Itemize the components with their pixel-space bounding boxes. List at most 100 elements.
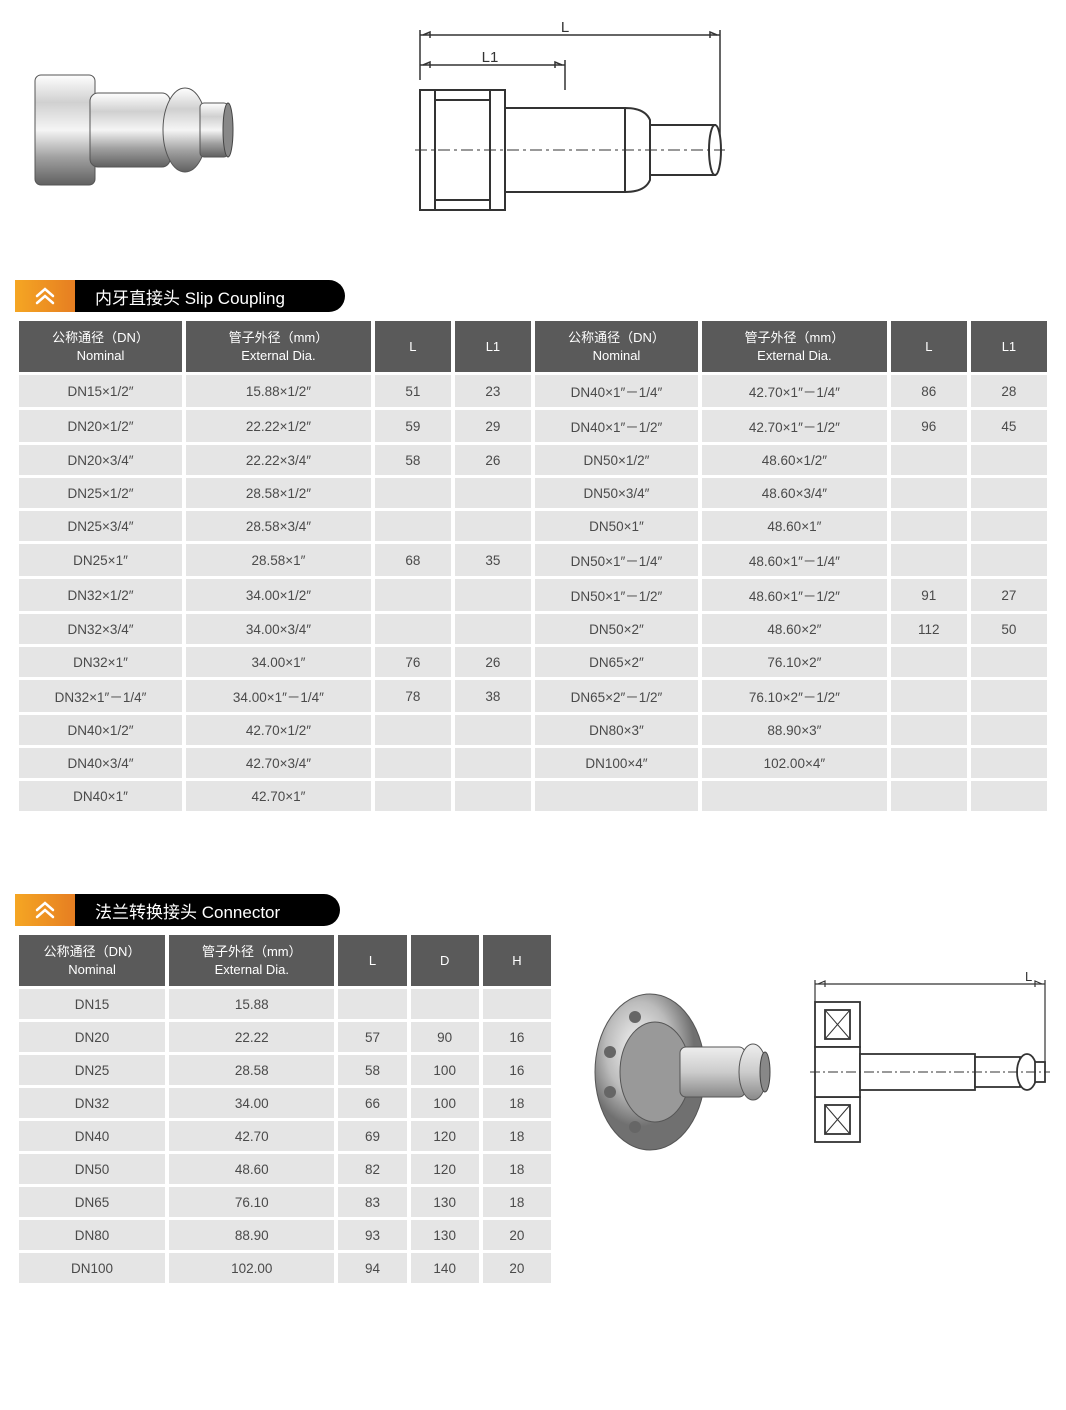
table-cell: 42.70×1″－1/4″ <box>702 375 887 407</box>
slip-coupling-header: 内牙直接头 Slip Coupling <box>15 280 1051 312</box>
table-cell <box>338 989 406 1019</box>
column-header: L <box>891 321 967 372</box>
table-cell: DN80×3″ <box>535 715 698 745</box>
table-cell: 22.22 <box>169 1022 334 1052</box>
table-row: DN5048.608212018 <box>19 1154 551 1184</box>
table-cell: DN80 <box>19 1220 165 1250</box>
diagram-L: L <box>561 20 569 36</box>
table-cell: 50 <box>971 614 1047 644</box>
connector-figures: L <box>585 932 1055 1172</box>
table-cell: 28.58×3/4″ <box>186 511 371 541</box>
table-cell: DN32×1″ <box>19 647 182 677</box>
column-header: L <box>338 935 406 986</box>
table-cell: DN25×1″ <box>19 544 182 576</box>
connector-photo <box>585 977 775 1167</box>
table-cell: 42.70×3/4″ <box>186 748 371 778</box>
table-cell: 22.22×1/2″ <box>186 410 371 442</box>
table-cell: 93 <box>338 1220 406 1250</box>
column-header: 公称通径（DN）Nominal <box>19 935 165 986</box>
table-cell <box>375 748 451 778</box>
table-cell <box>891 781 967 811</box>
table-cell: DN20×3/4″ <box>19 445 182 475</box>
table-cell: 16 <box>483 1022 551 1052</box>
table-cell <box>375 511 451 541</box>
table-cell: 120 <box>411 1154 479 1184</box>
table-cell <box>971 511 1047 541</box>
table-cell: 26 <box>455 445 531 475</box>
table-cell <box>971 544 1047 576</box>
table-cell: 76.10×2″－1/2″ <box>702 680 887 712</box>
table-cell: 94 <box>338 1253 406 1283</box>
slip-coupling-title: 内牙直接头 Slip Coupling <box>75 280 345 312</box>
table-cell: DN65×2″ <box>535 647 698 677</box>
table-cell: DN100×4″ <box>535 748 698 778</box>
column-header: D <box>411 935 479 986</box>
table-cell: 130 <box>411 1187 479 1217</box>
slip-coupling-photo <box>25 45 235 215</box>
table-cell: 42.70×1″－1/2″ <box>702 410 887 442</box>
table-cell: 96 <box>891 410 967 442</box>
table-cell: 23 <box>455 375 531 407</box>
table-row: DN20×1/2″22.22×1/2″5929DN40×1″－1/2″42.70… <box>19 410 1047 442</box>
table-cell: DN40 <box>19 1121 165 1151</box>
table-cell: DN100 <box>19 1253 165 1283</box>
table-cell: 15.88 <box>169 989 334 1019</box>
table-cell: 76.10×2″ <box>702 647 887 677</box>
column-header: L1 <box>455 321 531 372</box>
table-cell: DN40×1/2″ <box>19 715 182 745</box>
table-cell: 100 <box>411 1088 479 1118</box>
connector-table: 公称通径（DN）Nominal管子外径（mm）External Dia.LDH … <box>15 932 555 1286</box>
table-cell: DN50×1/2″ <box>535 445 698 475</box>
table-row: DN4042.706912018 <box>19 1121 551 1151</box>
table-row: DN8088.909313020 <box>19 1220 551 1250</box>
table-cell: 20 <box>483 1220 551 1250</box>
table-cell: DN32×3/4″ <box>19 614 182 644</box>
table-cell: 18 <box>483 1154 551 1184</box>
table-cell <box>455 748 531 778</box>
table-cell <box>971 647 1047 677</box>
table-cell: 48.60×1″ <box>702 511 887 541</box>
table-cell <box>375 579 451 611</box>
table-cell: DN40×1″－1/4″ <box>535 375 698 407</box>
table-cell: 82 <box>338 1154 406 1184</box>
table-cell: 26 <box>455 647 531 677</box>
column-header: 管子外径（mm）External Dia. <box>702 321 887 372</box>
table-row: DN25×1″28.58×1″6835DN50×1″－1/4″48.60×1″－… <box>19 544 1047 576</box>
table-cell <box>891 544 967 576</box>
table-row: DN32×1″－1/4″34.00×1″－1/4″7838DN65×2″－1/2… <box>19 680 1047 712</box>
column-header: 管子外径（mm）External Dia. <box>186 321 371 372</box>
table-cell: 88.90 <box>169 1220 334 1250</box>
table-cell: 18 <box>483 1121 551 1151</box>
table-cell: 29 <box>455 410 531 442</box>
table-cell: 28.58×1″ <box>186 544 371 576</box>
table-cell: 18 <box>483 1088 551 1118</box>
table-cell <box>535 781 698 811</box>
table-row: DN100102.009414020 <box>19 1253 551 1283</box>
table-cell <box>375 781 451 811</box>
table-cell: 48.60×3/4″ <box>702 478 887 508</box>
table-cell: 18 <box>483 1187 551 1217</box>
table-cell: 42.70 <box>169 1121 334 1151</box>
table-cell: 16 <box>483 1055 551 1085</box>
table-cell: 28.58 <box>169 1055 334 1085</box>
column-header: L1 <box>971 321 1047 372</box>
table-cell: 90 <box>411 1022 479 1052</box>
table-cell: DN32 <box>19 1088 165 1118</box>
table-cell <box>375 715 451 745</box>
table-cell: 48.60×1/2″ <box>702 445 887 475</box>
table-cell <box>891 445 967 475</box>
table-cell: DN40×1″ <box>19 781 182 811</box>
table-cell: 66 <box>338 1088 406 1118</box>
table-row: DN15×1/2″15.88×1/2″5123DN40×1″－1/4″42.70… <box>19 375 1047 407</box>
table-cell: DN50×1″ <box>535 511 698 541</box>
table-cell: 91 <box>891 579 967 611</box>
connector-diagram: L <box>795 972 1055 1172</box>
table-cell: 68 <box>375 544 451 576</box>
table-cell: 45 <box>971 410 1047 442</box>
slip-coupling-figures: L L1 <box>15 20 1051 240</box>
table-cell: 34.00×1/2″ <box>186 579 371 611</box>
table-cell: 120 <box>411 1121 479 1151</box>
table-cell: 78 <box>375 680 451 712</box>
table-cell: DN65 <box>19 1187 165 1217</box>
table-cell <box>971 748 1047 778</box>
